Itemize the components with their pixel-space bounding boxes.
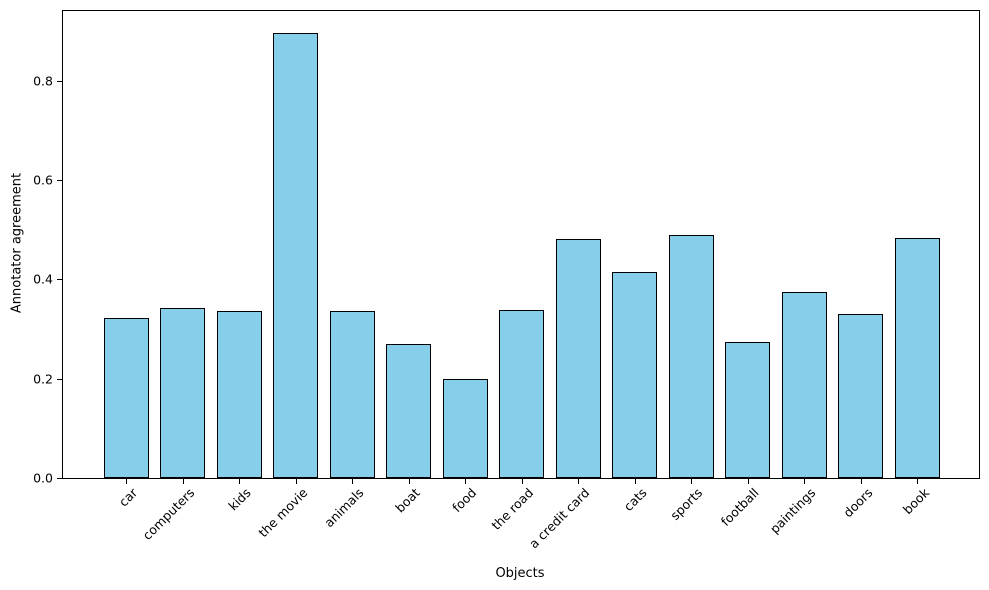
y-tick-mark (57, 478, 63, 479)
x-tick-label: football (718, 485, 763, 529)
x-tick-mark (521, 478, 523, 484)
x-tick-mark (295, 478, 297, 484)
x-tick-label: doors (839, 485, 876, 521)
x-tick-mark (182, 478, 184, 484)
x-tick-label: kids (225, 485, 254, 514)
x-tick-label: the road (488, 485, 537, 533)
y-tick-mark (57, 80, 63, 82)
plot-area: 0.0 0.2 0.4 0.6 0.8 car computers kids the movie… (33, 10, 980, 551)
bar-paintings (781, 292, 827, 478)
x-tick-label: food (449, 485, 480, 516)
x-tick-mark (239, 478, 240, 484)
y-tick-mark (57, 378, 63, 380)
bar-sports (668, 234, 714, 478)
bar-animals (329, 311, 375, 478)
x-axis-label: Objects (495, 566, 545, 581)
y-tick-label: 0.6 (33, 172, 53, 188)
y-tick-label: 0.0 (33, 470, 53, 486)
bar-car (103, 318, 149, 478)
y-tick-label: 0.8 (33, 73, 53, 89)
y-tick-mark (57, 179, 63, 181)
x-tick-mark (747, 478, 749, 484)
x-tick-label: sports (667, 485, 706, 523)
x-tick-mark (465, 478, 466, 484)
x-tick-label: animals (321, 485, 367, 531)
bar-food (442, 378, 488, 478)
x-tick-label: cats (620, 485, 650, 514)
x-tick-label: computers (139, 485, 198, 543)
bar-cats (612, 271, 657, 478)
x-tick-label: boat (392, 485, 424, 516)
bar-the-road (499, 310, 544, 478)
x-tick-label: book (899, 485, 932, 518)
x-tick-mark (408, 478, 410, 484)
bar-a-credit-card (555, 238, 601, 478)
x-tick-label: car (116, 485, 141, 510)
bar-football (725, 341, 770, 478)
bar-book (894, 237, 940, 478)
bar-the-movie (273, 33, 318, 478)
bar-computers (160, 307, 205, 478)
bar-boat (386, 343, 431, 478)
y-tick-label: 0.2 (33, 371, 53, 387)
y-tick-mark (57, 279, 63, 281)
x-tick-mark (634, 478, 636, 484)
bar-kids (216, 311, 262, 478)
x-tick-mark (917, 478, 918, 484)
x-tick-label: paintings (767, 485, 819, 537)
x-tick-mark (352, 478, 353, 484)
x-tick-mark (691, 478, 692, 484)
x-tick-mark (126, 478, 127, 484)
x-tick-mark (804, 478, 805, 484)
y-axis-label: Annotator agreement (9, 172, 25, 314)
bar-doors (838, 314, 883, 478)
y-tick-label: 0.4 (33, 271, 53, 287)
x-tick-label: the movie (255, 485, 311, 541)
x-tick-mark (578, 478, 579, 484)
x-tick-mark (860, 478, 862, 484)
